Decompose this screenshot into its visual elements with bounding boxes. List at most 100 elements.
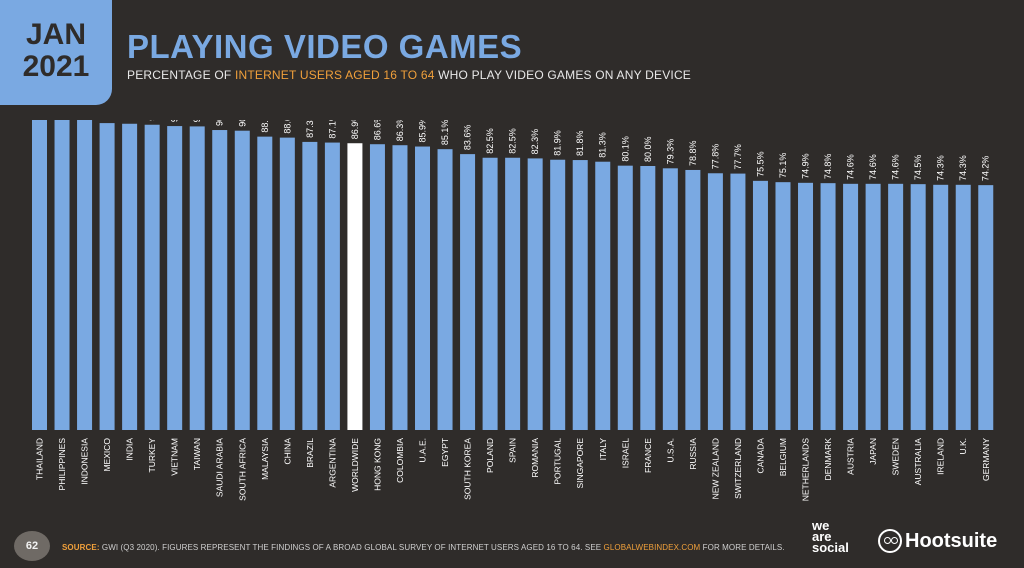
source-text: GWI (Q3 2020). FIGURES REPRESENT THE FIN…	[99, 543, 604, 552]
bar-south-korea	[460, 154, 476, 430]
bar-switzerland	[730, 173, 746, 430]
category-label: U.K.	[958, 438, 968, 455]
category-label: SAUDI ARABIA	[215, 438, 225, 497]
value-label: 88.9%	[260, 120, 270, 133]
value-label: 79.3%	[665, 139, 675, 165]
category-label: CHINA	[282, 438, 292, 465]
category-label: AUSTRIA	[846, 438, 856, 475]
category-label: RUSSIA	[688, 438, 698, 470]
category-label: COLOMBIA	[395, 438, 405, 483]
bar-indonesia	[77, 120, 93, 431]
bar-spain	[505, 157, 521, 430]
date-badge: JAN 2021	[0, 0, 112, 105]
bar-japan	[865, 183, 881, 430]
page-subtitle: PERCENTAGE OF INTERNET USERS AGED 16 TO …	[127, 68, 691, 82]
category-label: NETHERLANDS	[801, 438, 811, 502]
category-label: SWEDEN	[891, 438, 901, 475]
bar-vietnam	[167, 126, 183, 430]
value-label: 85.1%	[440, 120, 450, 145]
bar-poland	[482, 157, 498, 430]
category-label: ITALY	[598, 438, 608, 461]
value-label: 86.9%	[350, 120, 360, 139]
category-label: SOUTH AFRICA	[237, 438, 247, 501]
category-label: MALAYSIA	[260, 438, 270, 480]
category-label: VIETNAM	[170, 438, 180, 476]
category-label: SINGAPORE	[575, 438, 585, 489]
value-label: 81.8%	[575, 131, 585, 157]
bar-denmark	[820, 183, 836, 430]
subtitle-end: WHO PLAY VIDEO GAMES ON ANY DEVICE	[434, 68, 692, 82]
source-link[interactable]: GLOBALWEBINDEX.COM	[603, 543, 701, 552]
value-label: 80.0%	[643, 136, 653, 162]
date-year: 2021	[22, 50, 90, 83]
value-label: 74.8%	[823, 154, 833, 180]
value-label: 90.9%	[215, 120, 225, 126]
logo-word-we: we	[812, 518, 830, 533]
category-label: POLAND	[485, 438, 495, 473]
category-label: PHILIPPINES	[57, 438, 67, 491]
we-are-social-logo: we are social	[812, 518, 849, 555]
bar-u-s-a	[662, 168, 678, 430]
value-label: 87.3%	[305, 120, 315, 138]
logo-word-are: are	[812, 529, 832, 544]
bar-brazil	[302, 141, 318, 430]
value-label: 81.9%	[553, 130, 563, 156]
source-end: FOR MORE DETAILS.	[700, 543, 785, 552]
bar-australia	[910, 184, 926, 430]
bar-south-africa	[234, 130, 250, 430]
value-label: 82.3%	[530, 129, 540, 155]
category-label: INDIA	[125, 438, 135, 461]
value-label: 74.6%	[868, 154, 878, 180]
bar-austria	[843, 183, 859, 430]
value-label: 75.1%	[778, 153, 788, 179]
value-label: 92.1%	[170, 120, 180, 122]
category-label: IRELAND	[936, 438, 946, 475]
category-label: TAIWAN	[192, 438, 202, 470]
category-label: DENMARK	[823, 438, 833, 481]
value-label: 87.1%	[327, 120, 337, 139]
bar-new-zealand	[707, 173, 723, 430]
bar-colombia	[392, 145, 408, 430]
value-label: 82.5%	[485, 128, 495, 154]
category-label: THAILAND	[35, 438, 45, 480]
source-label: SOURCE:	[62, 543, 100, 552]
bar-chart: 96.6%THAILAND95.8%PHILIPPINES94.5%INDONE…	[32, 120, 994, 502]
category-label: SWITZERLAND	[733, 438, 743, 499]
category-label: BELGIUM	[778, 438, 788, 476]
value-label: 92.5%	[147, 120, 157, 121]
value-label: 83.6%	[463, 125, 473, 151]
source-note: SOURCE: GWI (Q3 2020). FIGURES REPRESENT…	[62, 543, 785, 552]
value-label: 77.7%	[733, 144, 743, 170]
bar-turkey	[144, 124, 160, 430]
value-label: 86.6%	[372, 120, 382, 140]
hootsuite-owl-icon	[878, 529, 902, 553]
category-label: CANADA	[755, 438, 765, 474]
value-label: 90.7%	[237, 120, 247, 127]
value-label: 92.0%	[192, 120, 202, 122]
bar-singapore	[572, 160, 588, 430]
bar-russia	[685, 169, 701, 430]
category-label: EGYPT	[440, 438, 450, 467]
date-month: JAN	[25, 18, 86, 51]
category-label: GERMANY	[981, 438, 991, 481]
value-label: 86.3%	[395, 120, 405, 141]
bar-china	[279, 137, 295, 430]
category-label: BRAZIL	[305, 438, 315, 468]
bar-egypt	[437, 149, 453, 431]
bar-canada	[752, 180, 768, 430]
category-label: ARGENTINA	[327, 438, 337, 488]
bar-italy	[595, 161, 611, 430]
category-label: JAPAN	[868, 438, 878, 465]
category-label: NEW ZEALAND	[710, 438, 720, 499]
bar-ireland	[933, 184, 949, 430]
category-label: INDONESIA	[80, 438, 90, 485]
category-label: SPAIN	[508, 438, 518, 463]
value-label: 74.3%	[936, 155, 946, 181]
bar-taiwan	[189, 126, 205, 431]
bar-hong-kong	[369, 144, 385, 430]
bar-mexico	[99, 123, 115, 430]
category-label: U.A.E.	[418, 438, 428, 463]
logo-word-social: social	[812, 540, 849, 555]
value-label: 74.6%	[891, 154, 901, 180]
bar-romania	[527, 158, 543, 430]
